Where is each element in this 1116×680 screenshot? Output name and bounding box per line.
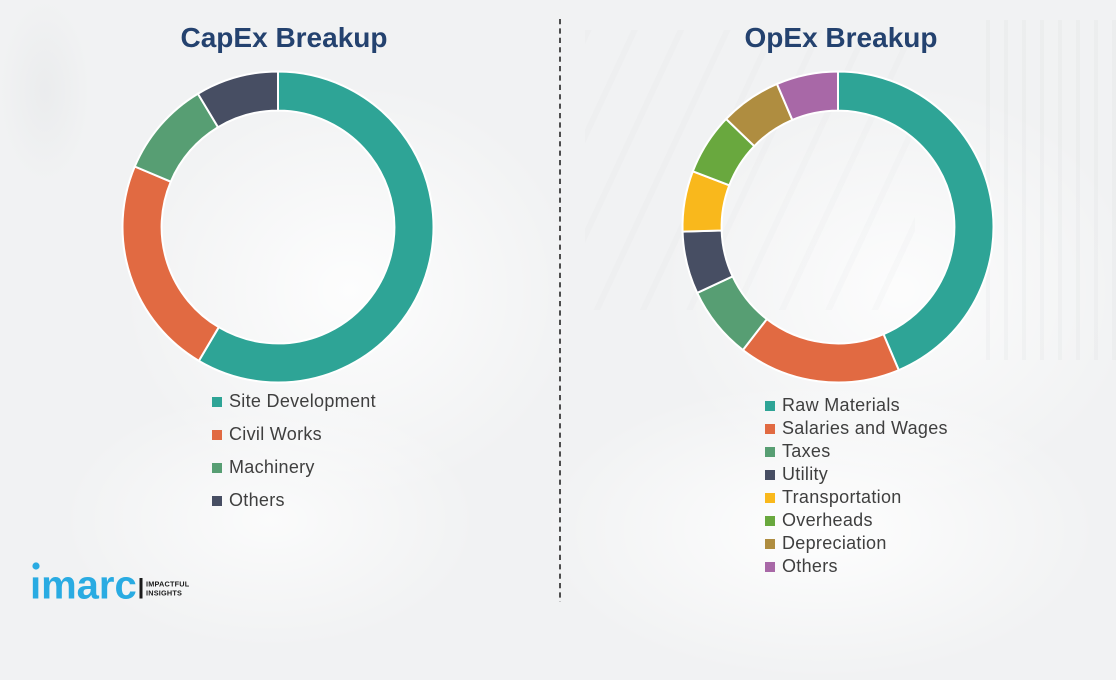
- svg-text:INSIGHTS: INSIGHTS: [146, 589, 182, 598]
- svg-text:ımarc: ımarc: [30, 564, 137, 608]
- svg-text:IMPACTFUL: IMPACTFUL: [146, 580, 190, 589]
